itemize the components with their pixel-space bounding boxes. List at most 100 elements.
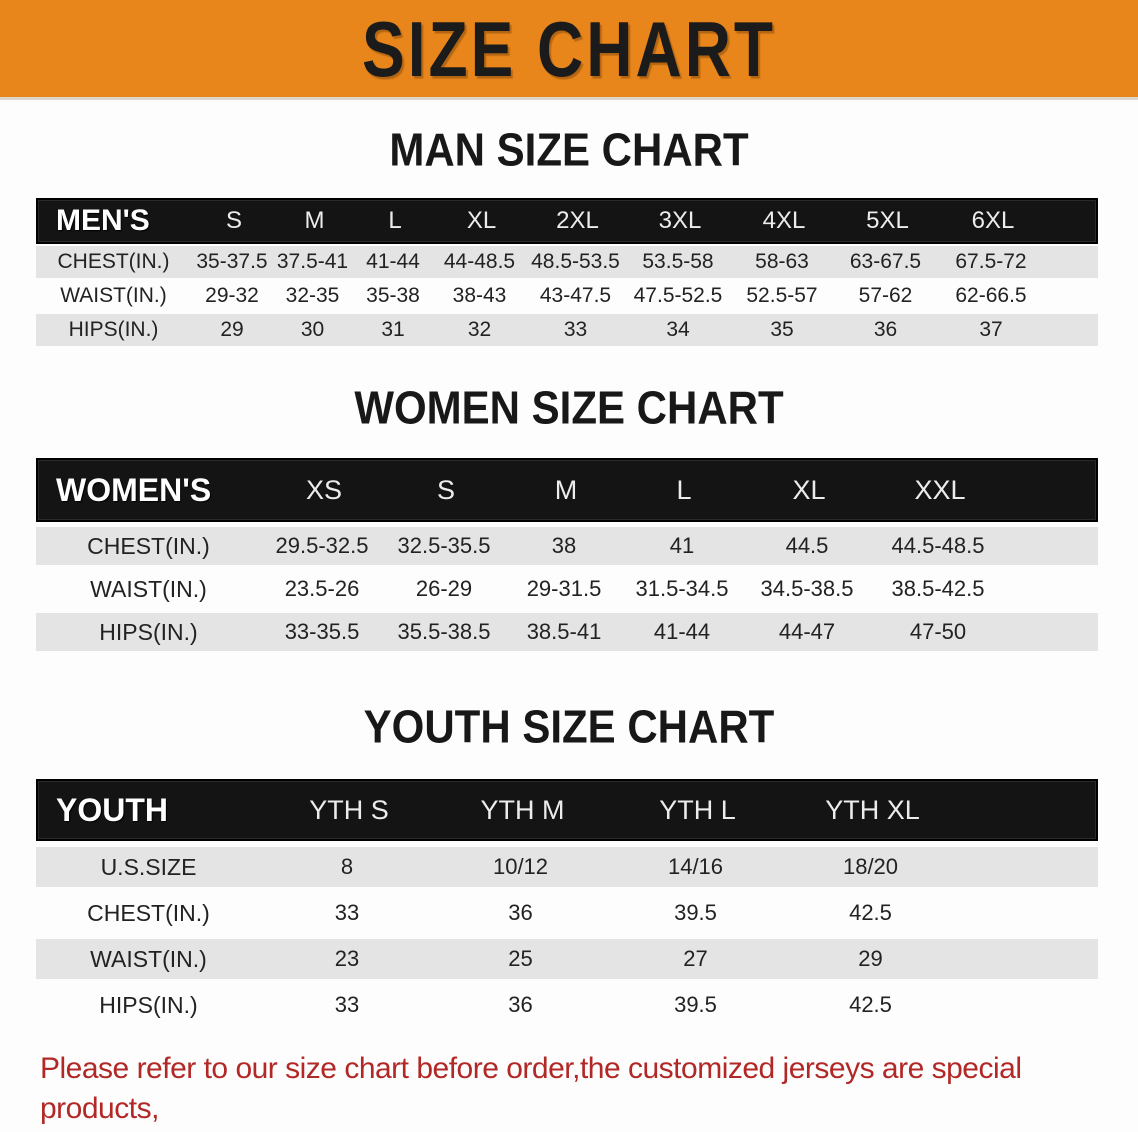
table-row: WAIST(IN.) 23 25 27 29 xyxy=(36,939,1098,979)
column-header: XXL xyxy=(914,474,966,505)
row-label: WAIST(IN.) xyxy=(90,575,207,602)
row-label: HIPS(IN.) xyxy=(68,318,159,341)
table-row: CHEST(IN.) 29.5-32.5 32.5-35.5 38 41 44.5 44.5… xyxy=(36,527,1098,565)
table-cell: 52.5-57 xyxy=(746,284,818,307)
table-row: WAIST(IN.) 23.5-26 26-29 29-31.5 31.5-34.5 34… xyxy=(36,570,1098,608)
table-cell: 34 xyxy=(666,318,690,341)
table-cell: 48.5-53.5 xyxy=(531,250,620,273)
column-header: YTH M xyxy=(480,794,565,825)
table-cell: 41 xyxy=(669,533,695,558)
table-cell: 34.5-38.5 xyxy=(760,576,854,601)
table-cell: 26-29 xyxy=(415,576,473,601)
row-label: HIPS(IN.) xyxy=(99,618,198,645)
column-header: M xyxy=(304,207,325,234)
row-label: WAIST(IN.) xyxy=(60,284,167,307)
column-header: L xyxy=(388,207,402,234)
table-row: HIPS(IN.) 33 36 39.5 42.5 xyxy=(36,985,1098,1025)
table-cell: 29-32 xyxy=(205,284,259,307)
table-cell: 32-35 xyxy=(285,284,340,307)
table-cell: 62-66.5 xyxy=(955,284,1027,307)
table-corner-label: MEN'S xyxy=(56,204,150,237)
table-cell: 29 xyxy=(220,318,244,341)
table-cell: 63-67.5 xyxy=(849,250,922,273)
table-cell: 47-50 xyxy=(909,619,967,644)
row-label: U.S.SIZE xyxy=(100,853,197,880)
size-table-womens: WOMEN'S XS S M L XL XXL CHEST(IN.) 29.5-32.5 32.5… xyxy=(36,458,1098,651)
column-header: L xyxy=(676,474,692,505)
column-header: M xyxy=(554,474,578,505)
table-cell: 33 xyxy=(563,318,588,341)
table-cell: 57-62 xyxy=(858,284,913,307)
table-cell: 38.5-41 xyxy=(526,619,602,644)
column-header: XL xyxy=(466,207,497,234)
column-header: XL xyxy=(792,474,826,505)
section-youth: YOUTH SIZE CHART YOUTH YTH S YTH M YTH L YTH … xyxy=(0,700,1138,1025)
table-row: HIPS(IN.) 33-35.5 35.5-38.5 38.5-41 41-44 44-… xyxy=(36,613,1098,651)
table-cell: 35 xyxy=(770,318,794,341)
table-cell: 38.5-42.5 xyxy=(891,576,985,601)
table-row: WAIST(IN.) 29-32 32-35 35-38 38-43 43-47.5 47.… xyxy=(36,280,1098,312)
table-cell: 32 xyxy=(467,318,492,341)
table-cell: 25 xyxy=(508,946,533,971)
table-row: CHEST(IN.) 33 36 39.5 42.5 xyxy=(36,893,1098,933)
banner: SIZE CHART xyxy=(0,0,1138,100)
table-cell: 39.5 xyxy=(674,900,717,925)
table-cell: 44-48.5 xyxy=(443,250,516,273)
section-heading-womens: WOMEN SIZE CHART xyxy=(354,381,784,434)
column-header: XS xyxy=(305,474,343,505)
column-header: S xyxy=(225,207,242,234)
table-cell: 42.5 xyxy=(849,900,892,925)
table-cell: 23.5-26 xyxy=(284,576,360,601)
table-cell: 29-31.5 xyxy=(526,576,602,601)
table-cell: 30 xyxy=(300,318,325,341)
size-table-mens: MEN'S S M L XL 2XL 3XL 4XL 5XL 6XL CHEST(IN.) 35-37… xyxy=(36,198,1098,346)
table-header-row: MEN'S S M L XL 2XL 3XL 4XL 5XL 6XL xyxy=(36,198,1098,244)
table-cell: 41-44 xyxy=(653,619,711,644)
table-cell: 31.5-34.5 xyxy=(635,576,729,601)
table-cell: 10/12 xyxy=(492,854,549,879)
column-header: YTH XL xyxy=(825,794,920,825)
section-heading-youth: YOUTH SIZE CHART xyxy=(363,700,775,753)
table-cell: 36 xyxy=(873,318,898,341)
table-cell: 35-38 xyxy=(366,284,420,307)
table-cell: 23 xyxy=(334,946,360,971)
table-cell: 43-47.5 xyxy=(539,284,612,307)
disclaimer-line-1: Please refer to our size chart before or… xyxy=(40,1052,1022,1125)
table-cell: 53.5-58 xyxy=(642,250,714,273)
page-title: SIZE CHART xyxy=(362,4,776,93)
column-header: 3XL xyxy=(658,207,702,234)
column-header: S xyxy=(436,474,455,505)
column-header: YTH L xyxy=(659,794,736,825)
table-row: HIPS(IN.) 29 30 31 32 33 34 35 36 37 xyxy=(36,314,1098,346)
row-label: CHEST(IN.) xyxy=(87,532,210,559)
table-cell: 14/16 xyxy=(667,854,724,879)
table-cell: 29 xyxy=(858,946,883,971)
section-womens: WOMEN SIZE CHART WOMEN'S XS S M L XL XXL CHEST(I… xyxy=(0,381,1138,651)
row-label: WAIST(IN.) xyxy=(90,945,207,972)
size-table-youth: YOUTH YTH S YTH M YTH L YTH XL U.S.SIZE 8 10/12… xyxy=(36,779,1098,1025)
table-cell: 44.5-48.5 xyxy=(891,533,985,558)
table-cell: 35.5-38.5 xyxy=(397,619,491,644)
table-cell: 44-47 xyxy=(778,619,836,644)
row-label: CHEST(IN.) xyxy=(57,250,170,273)
table-header-row: YOUTH YTH S YTH M YTH L YTH XL xyxy=(36,779,1098,841)
table-cell: 27 xyxy=(683,946,708,971)
table-cell: 18/20 xyxy=(842,854,899,879)
column-header: YTH S xyxy=(309,794,389,825)
table-cell: 37.5-41 xyxy=(276,250,349,273)
table-cell: 39.5 xyxy=(674,992,717,1017)
table-cell: 41-44 xyxy=(366,250,420,273)
table-cell: 38 xyxy=(551,533,577,558)
table-cell: 33-35.5 xyxy=(284,619,360,644)
table-cell: 58-63 xyxy=(755,250,809,273)
table-cell: 38-43 xyxy=(452,284,507,307)
table-cell: 35-37.5 xyxy=(196,250,268,273)
table-cell: 36 xyxy=(508,900,533,925)
table-cell: 32.5-35.5 xyxy=(397,533,491,558)
table-cell: 33 xyxy=(334,992,360,1017)
table-header-row: WOMEN'S XS S M L XL XXL xyxy=(36,458,1098,522)
section-mens: MAN SIZE CHART MEN'S S M L XL 2XL 3XL 4XL 5XL 6XL C… xyxy=(0,124,1138,346)
column-header: 4XL xyxy=(762,207,806,234)
column-header: 6XL xyxy=(971,207,1015,234)
